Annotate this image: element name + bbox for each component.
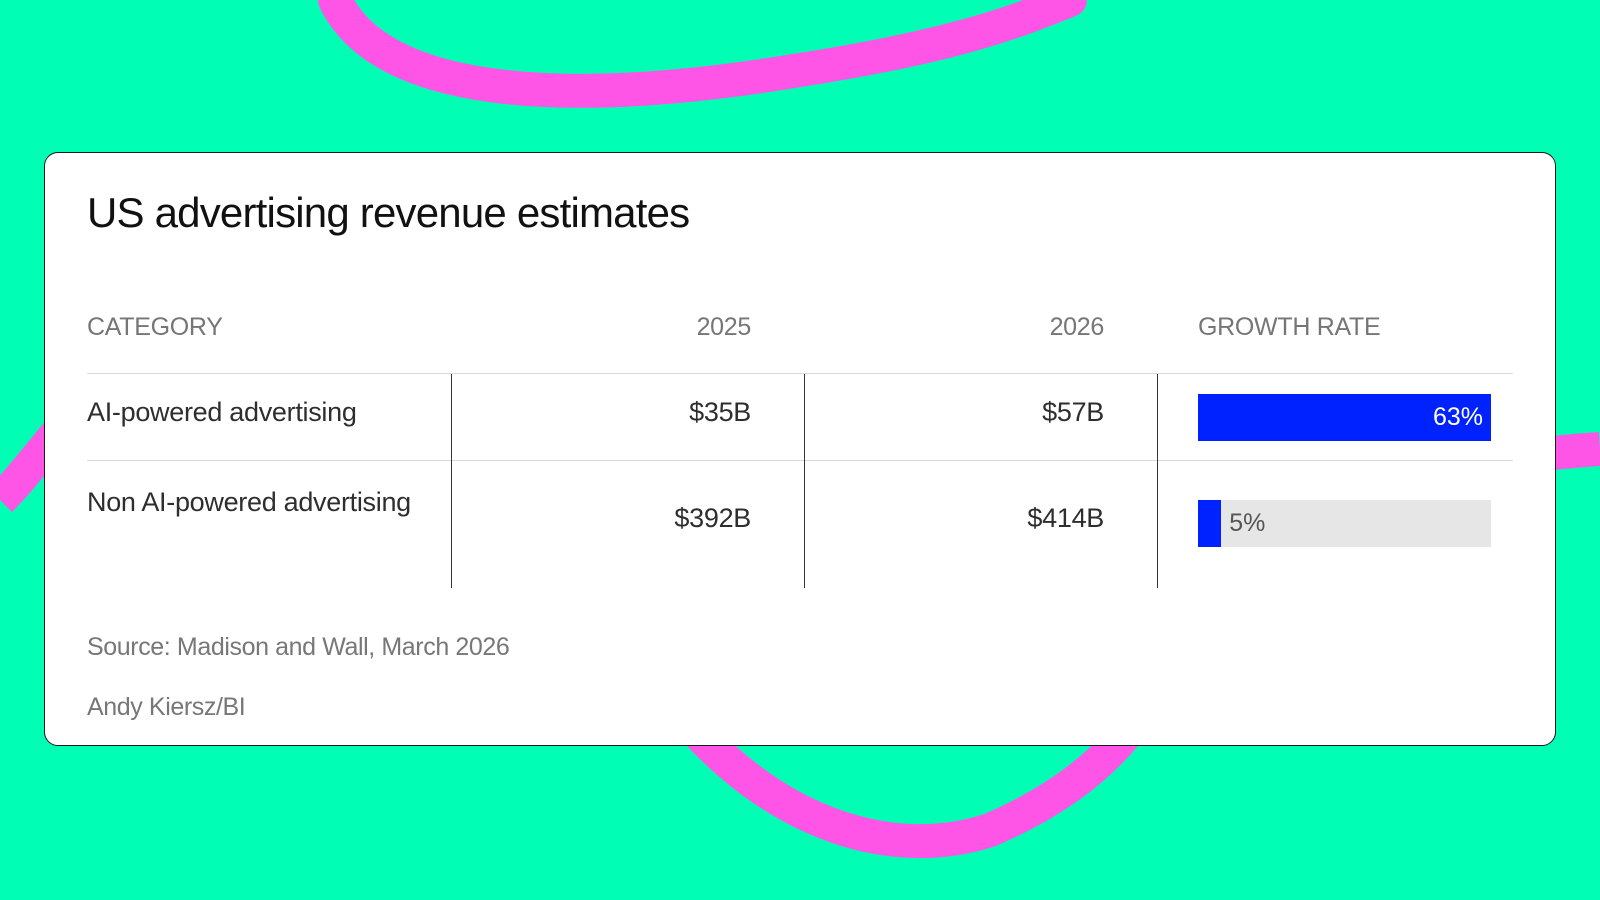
- header-growth-rate: GROWTH RATE: [1198, 313, 1381, 341]
- source-note: Source: Madison and Wall, March 2026: [87, 633, 510, 661]
- row-non-ai-category: Non AI-powered advertising: [87, 487, 411, 517]
- swoosh-top: [318, 0, 1087, 108]
- growth-bar-track: 63%: [1198, 394, 1491, 441]
- chart-card: US advertising revenue estimates CATEGOR…: [44, 152, 1556, 746]
- credit-note: Andy Kiersz/BI: [87, 693, 246, 721]
- row-non-ai-2026-value: $414B: [1027, 503, 1104, 533]
- growth-bar-fill: [1198, 500, 1222, 547]
- swoosh-bottom: [683, 718, 1142, 859]
- growth-bar-label: 5%: [1229, 509, 1266, 537]
- row-non-ai-2025-value: $392B: [674, 503, 751, 533]
- growth-bar-label: 63%: [1432, 403, 1483, 431]
- row-ai-2026-value: $57B: [1042, 397, 1104, 427]
- column-divider: [1157, 374, 1158, 588]
- growth-bar-track: 5%: [1198, 500, 1491, 547]
- row-ai-2025-value: $35B: [689, 397, 751, 427]
- column-divider: [451, 374, 452, 588]
- header-2025: 2025: [696, 313, 752, 341]
- header-divider: [87, 373, 1513, 374]
- header-2026: 2026: [1049, 313, 1105, 341]
- column-divider: [804, 374, 805, 588]
- row-ai-category: AI-powered advertising: [87, 397, 357, 427]
- header-category: CATEGORY: [87, 313, 223, 341]
- growth-bar-fill: [1198, 394, 1491, 441]
- row-divider: [87, 460, 1513, 461]
- chart-title: US advertising revenue estimates: [87, 189, 690, 236]
